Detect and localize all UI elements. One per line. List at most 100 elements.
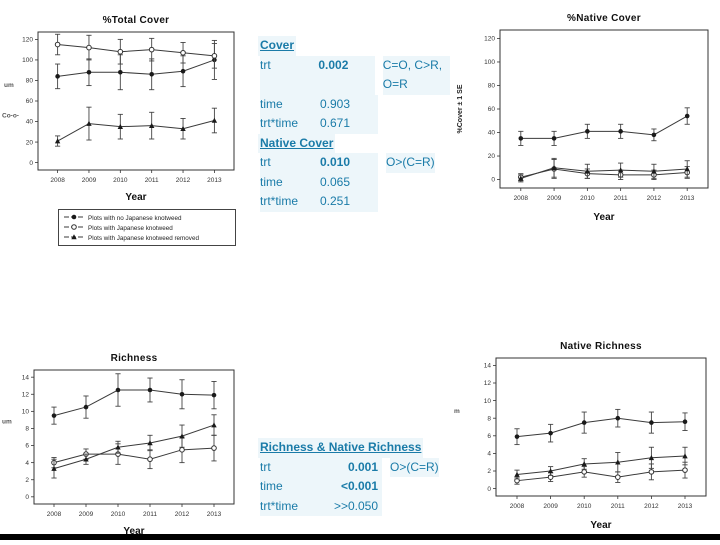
stat-pvalue: 0.671 [320, 114, 378, 134]
svg-text:um: um [2, 419, 12, 426]
stat-pvalue: 0.065 [320, 172, 378, 192]
filled-circle-legend-icon [64, 213, 84, 223]
svg-text:2008: 2008 [47, 511, 62, 518]
svg-text:2013: 2013 [680, 195, 695, 202]
stat-term: trt [260, 55, 319, 95]
cover-stats-block: Cover trt 0.002 C=O, C>R, O=R time 0.903 trt*t… [258, 36, 470, 212]
svg-text:40: 40 [488, 130, 496, 137]
stats-heading: Cover [258, 36, 297, 56]
svg-text:12: 12 [484, 380, 492, 387]
svg-text:%Native Cover: %Native Cover [567, 13, 641, 24]
svg-text:2008: 2008 [510, 503, 525, 510]
svg-text:%Total Cover: %Total Cover [103, 15, 170, 26]
svg-text:Year: Year [125, 192, 146, 203]
richness-chart: Richness 0 2 4 6 8 10 12 14 2008 2009 2010 2011 2012 2… [0, 344, 246, 540]
svg-text:2012: 2012 [176, 177, 191, 184]
svg-text:2: 2 [487, 468, 491, 475]
stats-row-trtxtime: trt*time 0.671 [258, 114, 470, 134]
stat-term: trt*time [260, 192, 320, 212]
stat-term: trt*time [260, 114, 320, 134]
svg-text:6: 6 [487, 433, 491, 440]
series-legend: Plots with no Japanese knotweed Plots wit… [58, 209, 236, 246]
stat-pvalue: 0.010 [320, 153, 378, 173]
native-cover-chart: %Native Cover 0 20 40 60 80 100 120 2008 2009 2010… [450, 2, 718, 226]
svg-text:60: 60 [488, 106, 496, 113]
svg-text:8: 8 [25, 426, 29, 433]
svg-text:2013: 2013 [207, 177, 222, 184]
stat-term: trt [260, 457, 320, 477]
svg-text:0: 0 [487, 486, 491, 493]
svg-text:2009: 2009 [543, 503, 558, 510]
stats-row-trt: trt 0.002 C=O, C>R, O=R [258, 55, 470, 95]
svg-text:2010: 2010 [577, 503, 592, 510]
svg-text:4: 4 [25, 460, 29, 467]
svg-text:2011: 2011 [614, 195, 628, 202]
stat-pvalue: <0.001 [320, 477, 382, 497]
stats-row-trt: trt 0.010 O>(C=R) [258, 153, 470, 173]
total-cover-chart: %Total Cover 0 20 40 60 80 100 120 2008 2009 2010 2… [2, 6, 246, 206]
svg-text:2008: 2008 [514, 195, 529, 202]
svg-text:0: 0 [491, 177, 495, 184]
stat-term: trt [260, 153, 320, 173]
svg-text:80: 80 [26, 78, 34, 85]
svg-text:Year: Year [593, 212, 614, 223]
svg-text:%Cover ± 1 SE: %Cover ± 1 SE [457, 84, 464, 133]
native-richness-chart: Native Richness 0 2 4 6 8 10 12 14 2008 2009 2010 20… [452, 328, 720, 534]
svg-text:10: 10 [22, 409, 30, 416]
legend-item: Plots with Japanese knotweed [64, 223, 230, 233]
stat-pvalue: 0.001 [320, 457, 382, 477]
legend-label: Plots with Japanese knotweed removed [88, 234, 199, 242]
svg-text:2012: 2012 [644, 503, 659, 510]
svg-text:40: 40 [26, 119, 34, 126]
richness-stats-block: Richness & Native Richness trt 0.001 O>(C=R… [258, 438, 470, 516]
svg-text:0: 0 [29, 160, 33, 167]
stats-row-trtxtime: trt*time 0.251 [258, 192, 470, 212]
stats-row-trt: trt 0.001 O>(C=R) [258, 457, 470, 477]
stat-term: time [260, 94, 320, 114]
stat-pvalue: 0.251 [320, 192, 378, 212]
open-circle-legend-icon [64, 223, 84, 233]
svg-text:2010: 2010 [580, 195, 595, 202]
svg-text:120: 120 [22, 37, 33, 44]
svg-text:Co-o-: Co-o- [2, 113, 19, 120]
stats-row-time: time 0.903 [258, 94, 470, 114]
svg-text:2009: 2009 [82, 177, 97, 184]
stats-row-trtxtime: trt*time >>0.050 [258, 496, 470, 516]
svg-text:6: 6 [25, 443, 29, 450]
svg-text:100: 100 [22, 57, 33, 64]
stat-posthoc-note: O>(C=R) [386, 153, 435, 173]
svg-text:Year: Year [590, 520, 611, 531]
svg-text:2012: 2012 [647, 195, 662, 202]
svg-text:Richness: Richness [111, 353, 158, 364]
svg-text:2011: 2011 [143, 511, 157, 518]
svg-text:0: 0 [25, 494, 29, 501]
svg-text:2: 2 [25, 477, 29, 484]
stats-row-time: time <0.001 [258, 477, 470, 497]
stat-posthoc-note: O>(C=R) [390, 457, 439, 477]
stat-pvalue: 0.903 [320, 94, 378, 114]
svg-text:2013: 2013 [678, 503, 693, 510]
stat-term: trt*time [260, 496, 320, 516]
stat-term: time [260, 477, 320, 497]
svg-text:20: 20 [488, 153, 496, 160]
filled-triangle-legend-icon [64, 233, 84, 243]
svg-text:100: 100 [484, 59, 495, 66]
svg-text:12: 12 [22, 391, 30, 398]
svg-text:20: 20 [26, 139, 34, 146]
svg-text:2008: 2008 [50, 177, 65, 184]
svg-text:80: 80 [488, 83, 496, 90]
legend-label: Plots with Japanese knotweed [88, 224, 173, 232]
svg-text:2010: 2010 [111, 511, 126, 518]
svg-text:Native Richness: Native Richness [560, 341, 642, 352]
svg-text:60: 60 [26, 98, 34, 105]
legend-label: Plots with no Japanese knotweed [88, 214, 182, 222]
legend-item: Plots with no Japanese knotweed [64, 213, 230, 223]
svg-text:2009: 2009 [79, 511, 94, 518]
svg-text:10: 10 [484, 398, 492, 405]
svg-text:8: 8 [487, 415, 491, 422]
svg-text:Year: Year [123, 526, 144, 537]
stats-heading: Native Cover [258, 133, 336, 153]
stats-row-time: time 0.065 [258, 172, 470, 192]
svg-text:2013: 2013 [207, 511, 222, 518]
